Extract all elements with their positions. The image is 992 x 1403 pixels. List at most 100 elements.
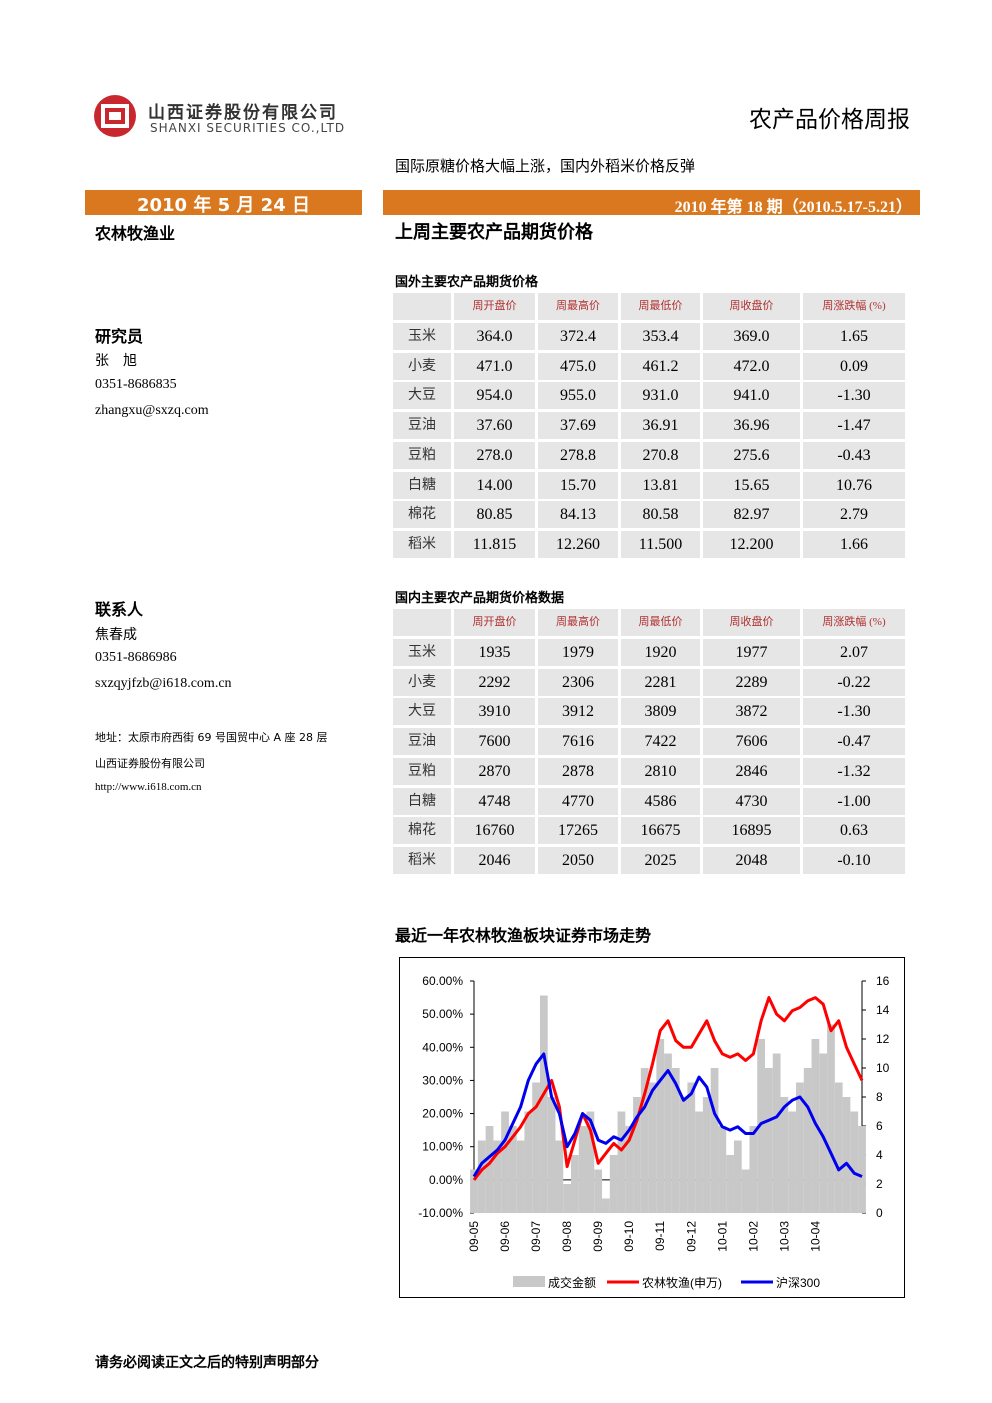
table-cell: 2281	[621, 668, 700, 696]
table-cell: -1.00	[803, 787, 905, 815]
y-tick-label: 30.00%	[422, 1073, 463, 1087]
table-cell: -1.47	[803, 412, 905, 440]
y2-tick-label: 4	[876, 1148, 883, 1162]
table-cell: 15.70	[538, 471, 618, 499]
volume-bar	[819, 1053, 828, 1213]
table-cell: 80.85	[454, 501, 535, 529]
table-cell: 954.0	[454, 382, 535, 410]
volume-bar	[726, 1155, 734, 1213]
y2-tick-label: 0	[876, 1206, 883, 1220]
table-cell: 2306	[538, 668, 618, 696]
table-cell: 16760	[454, 817, 535, 845]
table-cell: -1.30	[803, 698, 905, 726]
table-cell: 36.96	[703, 412, 800, 440]
table-cell: 941.0	[703, 382, 800, 410]
volume-bar	[765, 1068, 773, 1213]
header-cell: 周收盘价	[703, 609, 800, 636]
table-cell: 17265	[538, 817, 618, 845]
x-tick-label: 10-03	[777, 1221, 791, 1252]
report-title: 农产品价格周报	[749, 107, 910, 133]
row-label: 玉米	[393, 639, 451, 666]
volume-bar	[803, 1068, 812, 1213]
legend-label: 沪深300	[776, 1276, 820, 1290]
table-cell: 2292	[454, 668, 535, 696]
header-cell: 周最高价	[538, 609, 618, 636]
row-label: 大豆	[393, 382, 451, 410]
table-cell: 0.63	[803, 817, 905, 845]
table-cell: 1935	[454, 639, 535, 666]
series-line	[472, 996, 864, 1181]
volume-bar	[532, 1082, 540, 1213]
table-cell: 461.2	[621, 352, 700, 380]
table-cell: 11.500	[621, 530, 700, 558]
volume-bar	[788, 1111, 797, 1213]
table-cell: -0.47	[803, 728, 905, 756]
table-cell: 372.4	[538, 323, 618, 350]
table-cell: 278.8	[538, 441, 618, 469]
header-cell: 周最低价	[621, 293, 700, 320]
contact-email: sxzqyjfzb@i618.com.cn	[95, 676, 232, 691]
table-cell: 37.60	[454, 412, 535, 440]
header-cell: 周涨跌幅 (%)	[803, 293, 905, 320]
table-cell: 12.200	[703, 530, 800, 558]
x-tick-label: 09-08	[560, 1221, 574, 1252]
table-cell: 13.81	[621, 471, 700, 499]
table-cell: 4748	[454, 787, 535, 815]
row-label: 玉米	[393, 323, 451, 350]
footer: 请务必阅读正文之后的特别声明部分	[95, 1355, 319, 1371]
address-line: 山西证券股份有限公司	[95, 757, 205, 770]
volume-bar	[842, 1097, 851, 1213]
volume-bar	[671, 1068, 680, 1213]
company-cn: 山西证券股份有限公司	[148, 103, 338, 123]
table-cell: 4770	[538, 787, 618, 815]
table-cell: 3912	[538, 698, 618, 726]
table-cell: 10.76	[803, 471, 905, 499]
header-cell: 周开盘价	[454, 609, 535, 636]
table-cell: 2870	[454, 757, 535, 785]
volume-bar	[749, 1126, 758, 1213]
table-cell: 84.13	[538, 501, 618, 529]
row-label: 豆油	[393, 728, 451, 756]
table-cell: 7600	[454, 728, 535, 756]
chart-frame	[399, 957, 905, 1298]
table-title: 国外主要农产品期货价格	[395, 275, 539, 290]
x-tick-label: 09-12	[684, 1221, 698, 1252]
table-cell: 7422	[621, 728, 700, 756]
y-tick-label: 10.00%	[422, 1140, 463, 1154]
row-label: 小麦	[393, 352, 451, 380]
contact-heading: 联系人	[95, 600, 144, 619]
volume-bar	[640, 1068, 649, 1213]
header-cell	[393, 293, 451, 320]
volume-bar	[710, 1068, 719, 1213]
row-label: 白糖	[393, 787, 451, 815]
x-tick-label: 09-06	[498, 1221, 512, 1252]
volume-bar	[547, 1097, 556, 1213]
table-cell: 16895	[703, 817, 800, 845]
volume-bar	[687, 1082, 696, 1213]
table-cell: 3809	[621, 698, 700, 726]
table-cell: 275.6	[703, 441, 800, 469]
legend-label: 农林牧渔(申万)	[642, 1276, 722, 1290]
row-label: 豆油	[393, 412, 451, 440]
table-cell: -0.22	[803, 668, 905, 696]
y-tick-label: 20.00%	[422, 1107, 463, 1121]
table-cell: -0.43	[803, 441, 905, 469]
row-label: 稻米	[393, 846, 451, 874]
volume-bar	[578, 1126, 587, 1213]
header-cell: 周开盘价	[454, 293, 535, 320]
volume-bar	[656, 1039, 665, 1213]
y-tick-label: 40.00%	[422, 1040, 463, 1054]
x-tick-label: 09-07	[529, 1221, 543, 1252]
volume-bar	[858, 1126, 866, 1213]
company-en: SHANXI SECURITIES CO.,LTD	[150, 121, 346, 135]
chart-title: 最近一年农林牧渔板块证券市场走势	[395, 926, 652, 945]
table-cell: 11.815	[454, 530, 535, 558]
volume-bar	[648, 1082, 657, 1213]
table-cell: 2046	[454, 846, 535, 874]
sector: 农林牧渔业	[95, 224, 176, 243]
header-cell: 周最低价	[621, 609, 700, 636]
table-cell: 37.69	[538, 412, 618, 440]
table-cell: 2810	[621, 757, 700, 785]
table-cell: 278.0	[454, 441, 535, 469]
